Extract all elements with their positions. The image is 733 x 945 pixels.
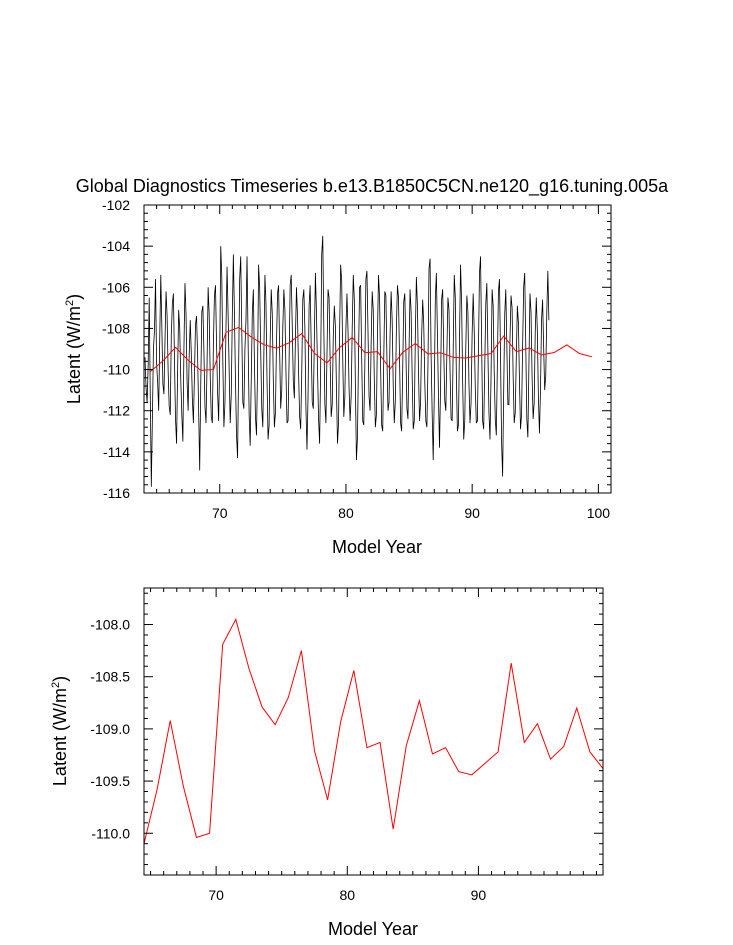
y-tick-label: -108.5 (90, 669, 130, 685)
y-axis-label-close: ) (50, 676, 70, 682)
chart-top: Global Diagnostics Timeseries b.e13.B185… (64, 176, 669, 557)
x-tick-label: 100 (587, 505, 611, 521)
y-tick-label: -109.0 (90, 721, 130, 737)
y-tick-label: -104 (102, 238, 130, 254)
plot-frame (143, 587, 604, 876)
x-tick-label: 70 (212, 505, 228, 521)
series-line-monthly (144, 235, 550, 487)
y-axis-label-main: Latent (W/m (50, 688, 70, 786)
y-axis-label-main: Latent (W/m (64, 306, 84, 404)
y-tick-label: -116 (103, 485, 130, 501)
y-axis-label-superscript: 2 (64, 300, 76, 306)
y-tick-label: -112 (103, 403, 130, 419)
y-axis-label-close: ) (64, 294, 84, 300)
x-tick-label: 90 (471, 887, 487, 903)
series-line-annual-mean (143, 617, 604, 844)
x-tick-label: 70 (208, 887, 224, 903)
y-axis-label: Latent (W/m2) (64, 294, 84, 404)
x-axis-label: Model Year (328, 919, 418, 939)
x-tick-label: 80 (339, 887, 355, 903)
x-tick-label: 90 (464, 505, 480, 521)
y-tick-label: -102 (102, 197, 130, 213)
y-tick-label: -108.0 (90, 617, 130, 633)
series-line-annual-mean (149, 326, 593, 373)
chart-bottom: 70 80 90 -110.0 -109.5 -109.0 -108.5 -108.0 Mod… (50, 587, 604, 939)
y-tick-label: -110 (103, 362, 130, 378)
chart-title: Global Diagnostics Timeseries b.e13.B185… (76, 176, 669, 197)
y-tick-label: -108 (102, 320, 130, 336)
y-axis-label-superscript: 2 (50, 682, 62, 688)
y-tick-label: -114 (103, 444, 130, 460)
plot-frame (143, 204, 612, 494)
x-tick-label: 80 (338, 505, 354, 521)
y-tick-label: -106 (102, 279, 130, 295)
x-axis-label: Model Year (332, 537, 422, 557)
y-tick-label: -110.0 (91, 825, 130, 841)
y-tick-label: -109.5 (90, 773, 130, 789)
y-axis-label: Latent (W/m2) (50, 676, 70, 786)
